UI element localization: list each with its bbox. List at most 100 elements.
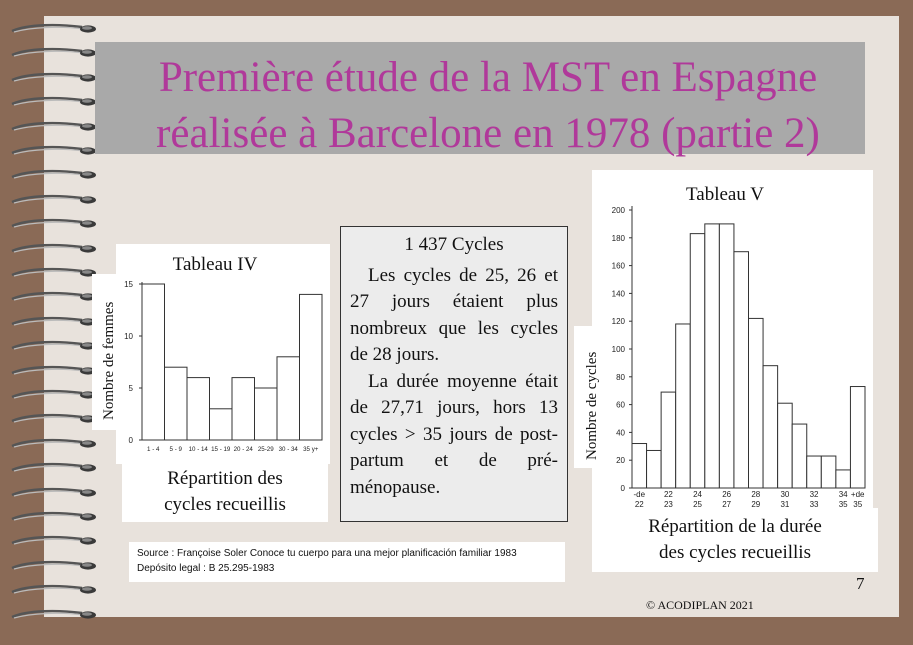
chart1-x-tick-label: 20 - 24 (234, 446, 254, 453)
chart2-bar (791, 423, 808, 489)
chart2-bar (704, 223, 720, 489)
chart2-x-tick-label-top: +de (851, 490, 865, 499)
spiral-ring (8, 266, 96, 278)
chart1-x-tick-label: 30 - 34 (279, 446, 299, 453)
summary-text: 1 437 Cycles Les cycles de 25, 26 et 27 … (350, 232, 558, 501)
chart2-caption: Répartition de la durée des cycles recue… (592, 514, 878, 566)
page-number: 7 (856, 574, 865, 593)
spiral-ring (8, 46, 96, 58)
chart1-x-tick-label: 25-29 (258, 446, 274, 453)
spiral-ring (8, 339, 96, 351)
chart2-x-tick-label-bottom: 25 (693, 500, 702, 509)
summary-paragraph-2: La durée moyenne était de 27,71 jours, h… (350, 370, 558, 498)
spiral-ring (8, 95, 96, 107)
chart2-x-tick-label-bottom: 22 (635, 500, 644, 509)
spiral-ring (8, 193, 96, 205)
spiral-ring (8, 217, 96, 229)
chart2-x-tick-label-bottom: 27 (722, 500, 731, 509)
chart1-y-tick-label: 5 (129, 384, 134, 393)
chart1-bar (209, 408, 233, 441)
chart2-caption-panel (592, 508, 878, 572)
spiral-ring (8, 437, 96, 449)
chart2-x-tick-label-top: 24 (693, 490, 702, 499)
chart1-caption-panel (122, 460, 328, 522)
chart1-bar (254, 387, 278, 441)
spiral-ring (8, 388, 96, 400)
spiral-ring (8, 559, 96, 571)
chart2-x-tick-label-top: 32 (810, 490, 819, 499)
chart2-x-tick-label-bottom: 35 (839, 500, 848, 509)
chart2-bar (675, 323, 691, 489)
chart2-bar (660, 391, 677, 489)
chart1-caption: Répartition des cycles recueillis (122, 466, 328, 518)
chart2-y-tick-label: 20 (616, 456, 625, 465)
chart1-x-tick-label: 10 - 14 (189, 446, 209, 453)
chart1-y-tick-label: 0 (129, 436, 134, 445)
spiral-ring (8, 461, 96, 473)
spiral-ring (8, 242, 96, 254)
chart2-y-tick-label: 160 (612, 262, 626, 271)
chart2-bar (762, 365, 779, 489)
chart1-title: Tableau IV (172, 254, 258, 275)
chart2-bar (748, 317, 764, 489)
spiral-ring (8, 583, 96, 595)
spiral-ring (8, 120, 96, 132)
chart2-caption-line-2: des cycles recueillis (659, 542, 811, 563)
chart2-x-tick-label-top: 34 (839, 490, 848, 499)
chart2-bar (733, 251, 749, 489)
chart2-x-tick-label-top: 26 (722, 490, 731, 499)
chart2-bar (820, 455, 837, 489)
spiral-ring (8, 486, 96, 498)
chart1-caption-line-1: Répartition des (167, 468, 283, 489)
chart2-bar (777, 402, 793, 489)
spiral-ring (8, 315, 96, 327)
chart1-bar (231, 377, 255, 441)
chart2-bar (631, 443, 648, 489)
chart1-ylabel-panel (92, 274, 120, 430)
chart2-y-tick-label: 40 (616, 428, 625, 437)
summary-heading: 1 437 Cycles (404, 234, 504, 255)
title-line-2: réalisée à Barcelone en 1978 (partie 2) (156, 110, 820, 157)
spiral-ring (8, 22, 96, 34)
chart1-caption-line-2: cycles recueillis (164, 494, 286, 515)
title-line-1: Première étude de la MST en Espagne (158, 54, 818, 101)
chart1-x-tick-label: 35 y+ (303, 446, 319, 453)
chart1-bar (141, 283, 165, 441)
spiral-ring (8, 534, 96, 546)
copyright: © ACODIPLAN 2021 (646, 598, 754, 612)
chart2-plot: 020406080100120140160180200-de2222232425… (612, 206, 866, 509)
chart1-y-tick-label: 15 (124, 280, 133, 289)
chart1-bar (276, 356, 300, 441)
slide-title: Première étude de la MST en Espagne réal… (108, 50, 868, 162)
chart1-x-tick-label: 15 - 19 (211, 446, 231, 453)
spiral-ring (8, 510, 96, 522)
chart2-x-tick-label-bottom: 31 (780, 500, 789, 509)
chart2-bar (849, 386, 866, 489)
spiral-ring (8, 412, 96, 424)
chart2-x-tick-label-bottom: 23 (664, 500, 673, 509)
chart2-bar (689, 233, 706, 489)
chart1-plot: 0 5 10 15 1 - 4 5 - 9 10 - 14 15 - 19 20 - 24 25-… (124, 280, 323, 453)
chart2-y-tick-label: 80 (616, 373, 625, 382)
chart2-y-tick-label: 0 (621, 484, 626, 493)
chart1-bar (299, 293, 323, 441)
chart2-title: Tableau V (686, 184, 764, 205)
chart1-bar (164, 366, 188, 441)
chart2-y-tick-label: 60 (616, 401, 625, 410)
chart1-x-tick-label: 5 - 9 (170, 446, 183, 453)
chart2-caption-line-1: Répartition de la durée (648, 516, 822, 537)
chart2-bar (646, 449, 662, 489)
chart2-x-tick-label-top: 22 (664, 490, 673, 499)
chart2-bar (718, 223, 735, 489)
source-line-2: Depósito legal : B 25.295-1983 (137, 563, 275, 574)
chart1-x-tick-label: 1 - 4 (147, 446, 160, 453)
chart2-x-tick-label-bottom: 35 (853, 500, 862, 509)
chart2-ylabel-panel (574, 326, 604, 468)
title-background (95, 42, 865, 154)
chart2-y-tick-label: 100 (612, 345, 626, 354)
spiral-ring (8, 71, 96, 83)
summary-paragraph-1: Les cycles de 25, 26 et 27 jours étaient… (350, 264, 558, 366)
chart2-bar (835, 469, 851, 489)
chart2-x-tick-label-bottom: 33 (810, 500, 819, 509)
source-line-1: Source : Françoise Soler Conoce tu cuerp… (137, 548, 517, 559)
